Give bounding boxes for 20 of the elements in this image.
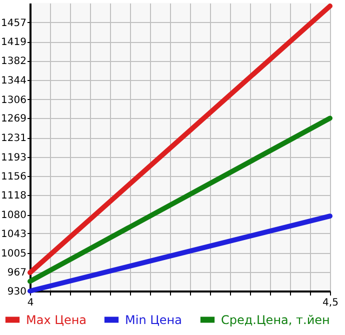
y-tick-label: 1269 (1, 114, 26, 125)
y-tick-label: 967 (7, 268, 26, 279)
y-tick-label: 1457 (1, 18, 26, 29)
y-tick-label: 1419 (1, 37, 26, 48)
y-tick-label: 1382 (1, 56, 26, 68)
y-tick-label: 930 (7, 286, 26, 298)
legend-label: Min Цена (125, 312, 182, 327)
y-tick-label: 1231 (1, 133, 26, 144)
y-tick-label: 1306 (1, 94, 26, 106)
y-tick-label: 1080 (1, 210, 26, 222)
x-tick-label: 4 (27, 298, 34, 308)
y-tick-label: 1118 (1, 190, 26, 202)
y-tick-label: 1344 (1, 75, 26, 86)
legend-label: Max Цена (26, 312, 87, 327)
legend-label: Сред.Цена, т.йен (221, 312, 330, 327)
y-tick-label: 1193 (1, 152, 26, 164)
y-tick-label: 1043 (1, 228, 26, 240)
x-tick-label: 4,5 (322, 298, 338, 308)
y-tick-label: 1005 (1, 248, 26, 260)
y-tick-label: 1156 (1, 171, 26, 182)
